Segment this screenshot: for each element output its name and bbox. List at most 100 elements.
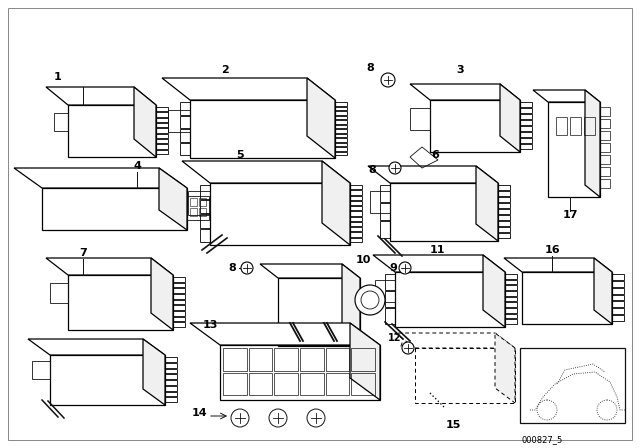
Bar [173, 294, 185, 299]
Polygon shape [500, 84, 520, 152]
Polygon shape [373, 255, 505, 272]
Bar [173, 277, 185, 282]
Bar [520, 132, 532, 137]
Polygon shape [28, 339, 165, 355]
Bar [180, 129, 190, 142]
Polygon shape [322, 161, 350, 245]
Circle shape [399, 262, 411, 274]
Bar [505, 297, 517, 302]
Bar [165, 369, 177, 373]
Circle shape [355, 285, 385, 315]
Bar [584, 117, 595, 135]
Bar [156, 128, 168, 133]
Bar [249, 348, 273, 370]
Bar [54, 113, 68, 131]
Bar [187, 196, 209, 220]
Circle shape [307, 409, 325, 427]
Polygon shape [483, 255, 505, 327]
Bar [173, 289, 185, 293]
Polygon shape [159, 168, 187, 230]
Bar [335, 138, 347, 142]
Polygon shape [190, 323, 380, 345]
Bar [498, 197, 510, 202]
Circle shape [269, 409, 287, 427]
Bar [498, 203, 510, 208]
Bar [350, 211, 362, 215]
Bar [505, 274, 517, 279]
Bar [180, 116, 190, 128]
Bar [300, 372, 324, 395]
Bar [498, 227, 510, 232]
Bar [570, 117, 581, 135]
Bar [350, 222, 362, 226]
Bar [520, 138, 532, 143]
Bar [520, 144, 532, 149]
Polygon shape [342, 264, 360, 346]
Text: 4: 4 [133, 161, 141, 171]
Bar [505, 291, 517, 296]
Bar [165, 380, 177, 385]
Bar [335, 151, 347, 155]
Bar [300, 348, 324, 370]
Text: 14: 14 [192, 408, 207, 418]
Bar [351, 372, 375, 395]
Bar [600, 107, 610, 116]
Bar [156, 112, 168, 116]
Bar [275, 348, 298, 370]
Bar [180, 102, 190, 115]
Bar [612, 302, 624, 307]
Bar [498, 221, 510, 226]
Bar [600, 143, 610, 152]
Bar [173, 322, 185, 327]
Bar [223, 372, 246, 395]
Bar [600, 119, 610, 128]
Bar [249, 372, 273, 395]
Polygon shape [260, 264, 360, 278]
Bar [520, 126, 532, 131]
Text: 000827_5: 000827_5 [522, 435, 563, 444]
Bar [156, 144, 168, 149]
Bar [165, 392, 177, 396]
Bar [275, 372, 298, 395]
Bar [199, 198, 206, 206]
Circle shape [381, 73, 395, 87]
Bar [350, 206, 362, 211]
Bar [351, 348, 375, 370]
Bar [520, 102, 532, 107]
Text: 2: 2 [221, 65, 229, 75]
Bar [380, 185, 390, 202]
Bar [520, 114, 532, 119]
Polygon shape [134, 87, 156, 157]
Text: 9: 9 [389, 263, 397, 273]
Text: 10: 10 [355, 255, 371, 265]
Bar [612, 308, 624, 314]
Bar [370, 191, 390, 213]
Polygon shape [46, 87, 156, 105]
Bar [335, 125, 347, 128]
Bar [335, 142, 347, 146]
Bar [165, 397, 177, 402]
Bar [600, 167, 610, 176]
Bar [165, 357, 177, 362]
Polygon shape [533, 90, 600, 102]
Bar [165, 374, 177, 379]
Text: 8: 8 [368, 165, 376, 175]
Bar [350, 195, 362, 200]
Bar [168, 110, 190, 132]
Polygon shape [151, 258, 173, 330]
Circle shape [389, 162, 401, 174]
Polygon shape [395, 333, 515, 348]
Bar [326, 348, 349, 370]
Bar [335, 102, 347, 105]
Bar [612, 295, 624, 301]
Bar [498, 185, 510, 190]
Bar [190, 208, 197, 216]
Bar [32, 361, 50, 379]
Text: 8: 8 [228, 263, 236, 273]
Bar [350, 217, 362, 221]
Bar [350, 233, 362, 237]
Bar [223, 348, 246, 370]
Bar [156, 118, 168, 122]
Circle shape [241, 262, 253, 274]
Bar [600, 131, 610, 140]
